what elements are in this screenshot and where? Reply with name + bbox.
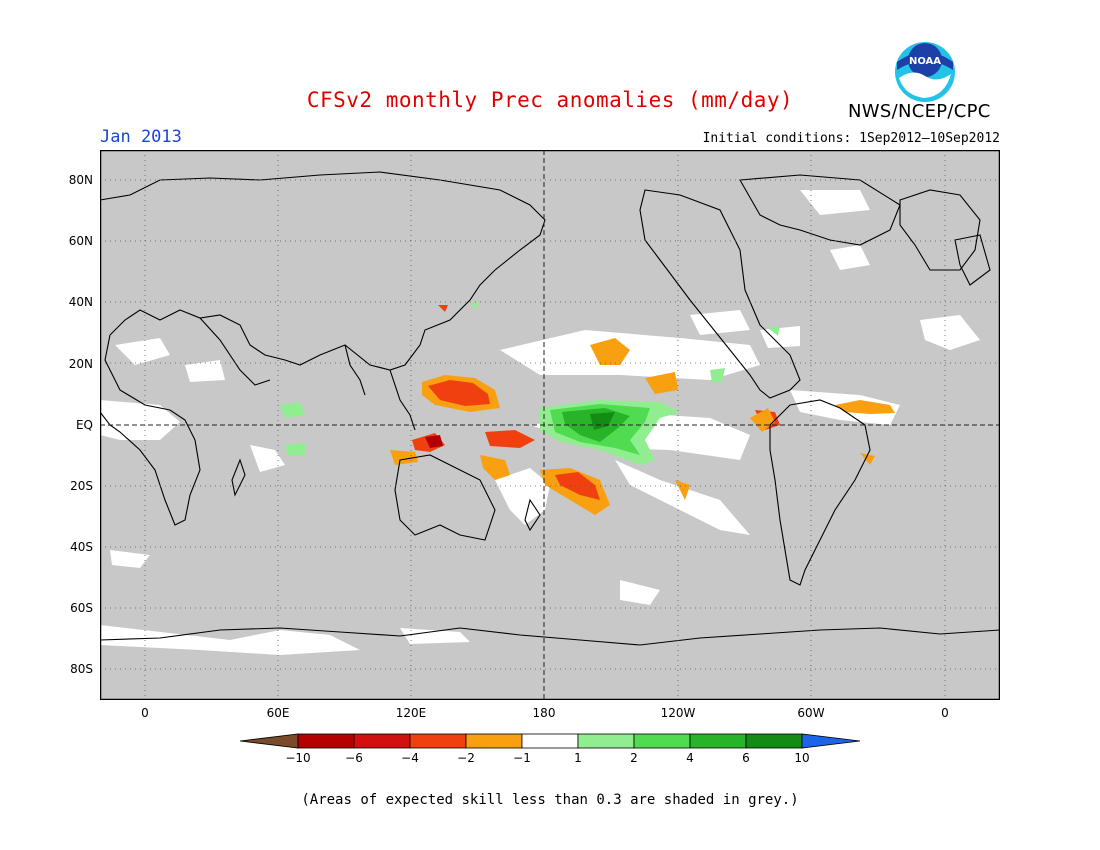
map-frame (100, 150, 1000, 700)
lat-tick-80n: 80N (69, 173, 93, 187)
legend-bin-highest (801, 733, 861, 749)
lat-tick-40n: 40N (69, 295, 93, 309)
agency-label: NWS/NCEP/CPC (848, 101, 991, 122)
negative-anomaly-areas (390, 305, 895, 515)
legend-bin (409, 733, 467, 749)
lat-tick-80s: 80S (70, 662, 93, 676)
lat-tick-60s: 60S (70, 601, 93, 615)
legend-bin (297, 733, 355, 749)
legend-label: −2 (457, 751, 475, 765)
legend-bin (633, 733, 691, 749)
lat-tick-20n: 20N (69, 357, 93, 371)
legend-label: 2 (630, 751, 638, 765)
legend-label: −10 (285, 751, 310, 765)
chart-title: CFSv2 monthly Prec anomalies (mm/day) (306, 88, 794, 112)
color-legend: −10 −6 −4 −2 −1 1 2 4 6 10 (239, 733, 861, 765)
legend-label: 1 (574, 751, 582, 765)
anomaly-map (100, 150, 1000, 700)
lon-tick-0-west: 0 (141, 706, 149, 720)
legend-bin (353, 733, 411, 749)
noaa-logo: NOAA (893, 40, 957, 108)
lon-tick-120e: 120E (396, 706, 427, 720)
initial-conditions: Initial conditions: 1Sep2012–10Sep2012 (702, 131, 1000, 146)
legend-label: −1 (513, 751, 531, 765)
lat-tick-eq: EQ (76, 418, 93, 432)
legend-bin (521, 733, 579, 749)
lon-tick-60e: 60E (267, 706, 290, 720)
legend-label: 4 (686, 751, 694, 765)
valid-month: Jan 2013 (100, 127, 182, 147)
legend-bin-lowest (239, 733, 299, 749)
coastlines (100, 171, 1000, 646)
legend-bin (689, 733, 747, 749)
legend-bin (745, 733, 803, 749)
legend-label: 6 (742, 751, 750, 765)
logo-text: NOAA (909, 56, 941, 67)
legend-label: 10 (794, 751, 809, 765)
lon-tick-60w: 60W (797, 706, 824, 720)
lat-tick-20s: 20S (70, 479, 93, 493)
legend-bin (577, 733, 635, 749)
skill-footnote: (Areas of expected skill less than 0.3 a… (301, 792, 799, 808)
lon-tick-180: 180 (533, 706, 556, 720)
reference-lines (100, 150, 1000, 700)
legend-label: −4 (401, 751, 419, 765)
lon-tick-0-east: 0 (941, 706, 949, 720)
lon-tick-120w: 120W (661, 706, 696, 720)
legend-label: −6 (345, 751, 363, 765)
legend-bin (465, 733, 523, 749)
lat-tick-60n: 60N (69, 234, 93, 248)
positive-anomaly-areas (280, 302, 780, 465)
lat-tick-40s: 40S (70, 540, 93, 554)
